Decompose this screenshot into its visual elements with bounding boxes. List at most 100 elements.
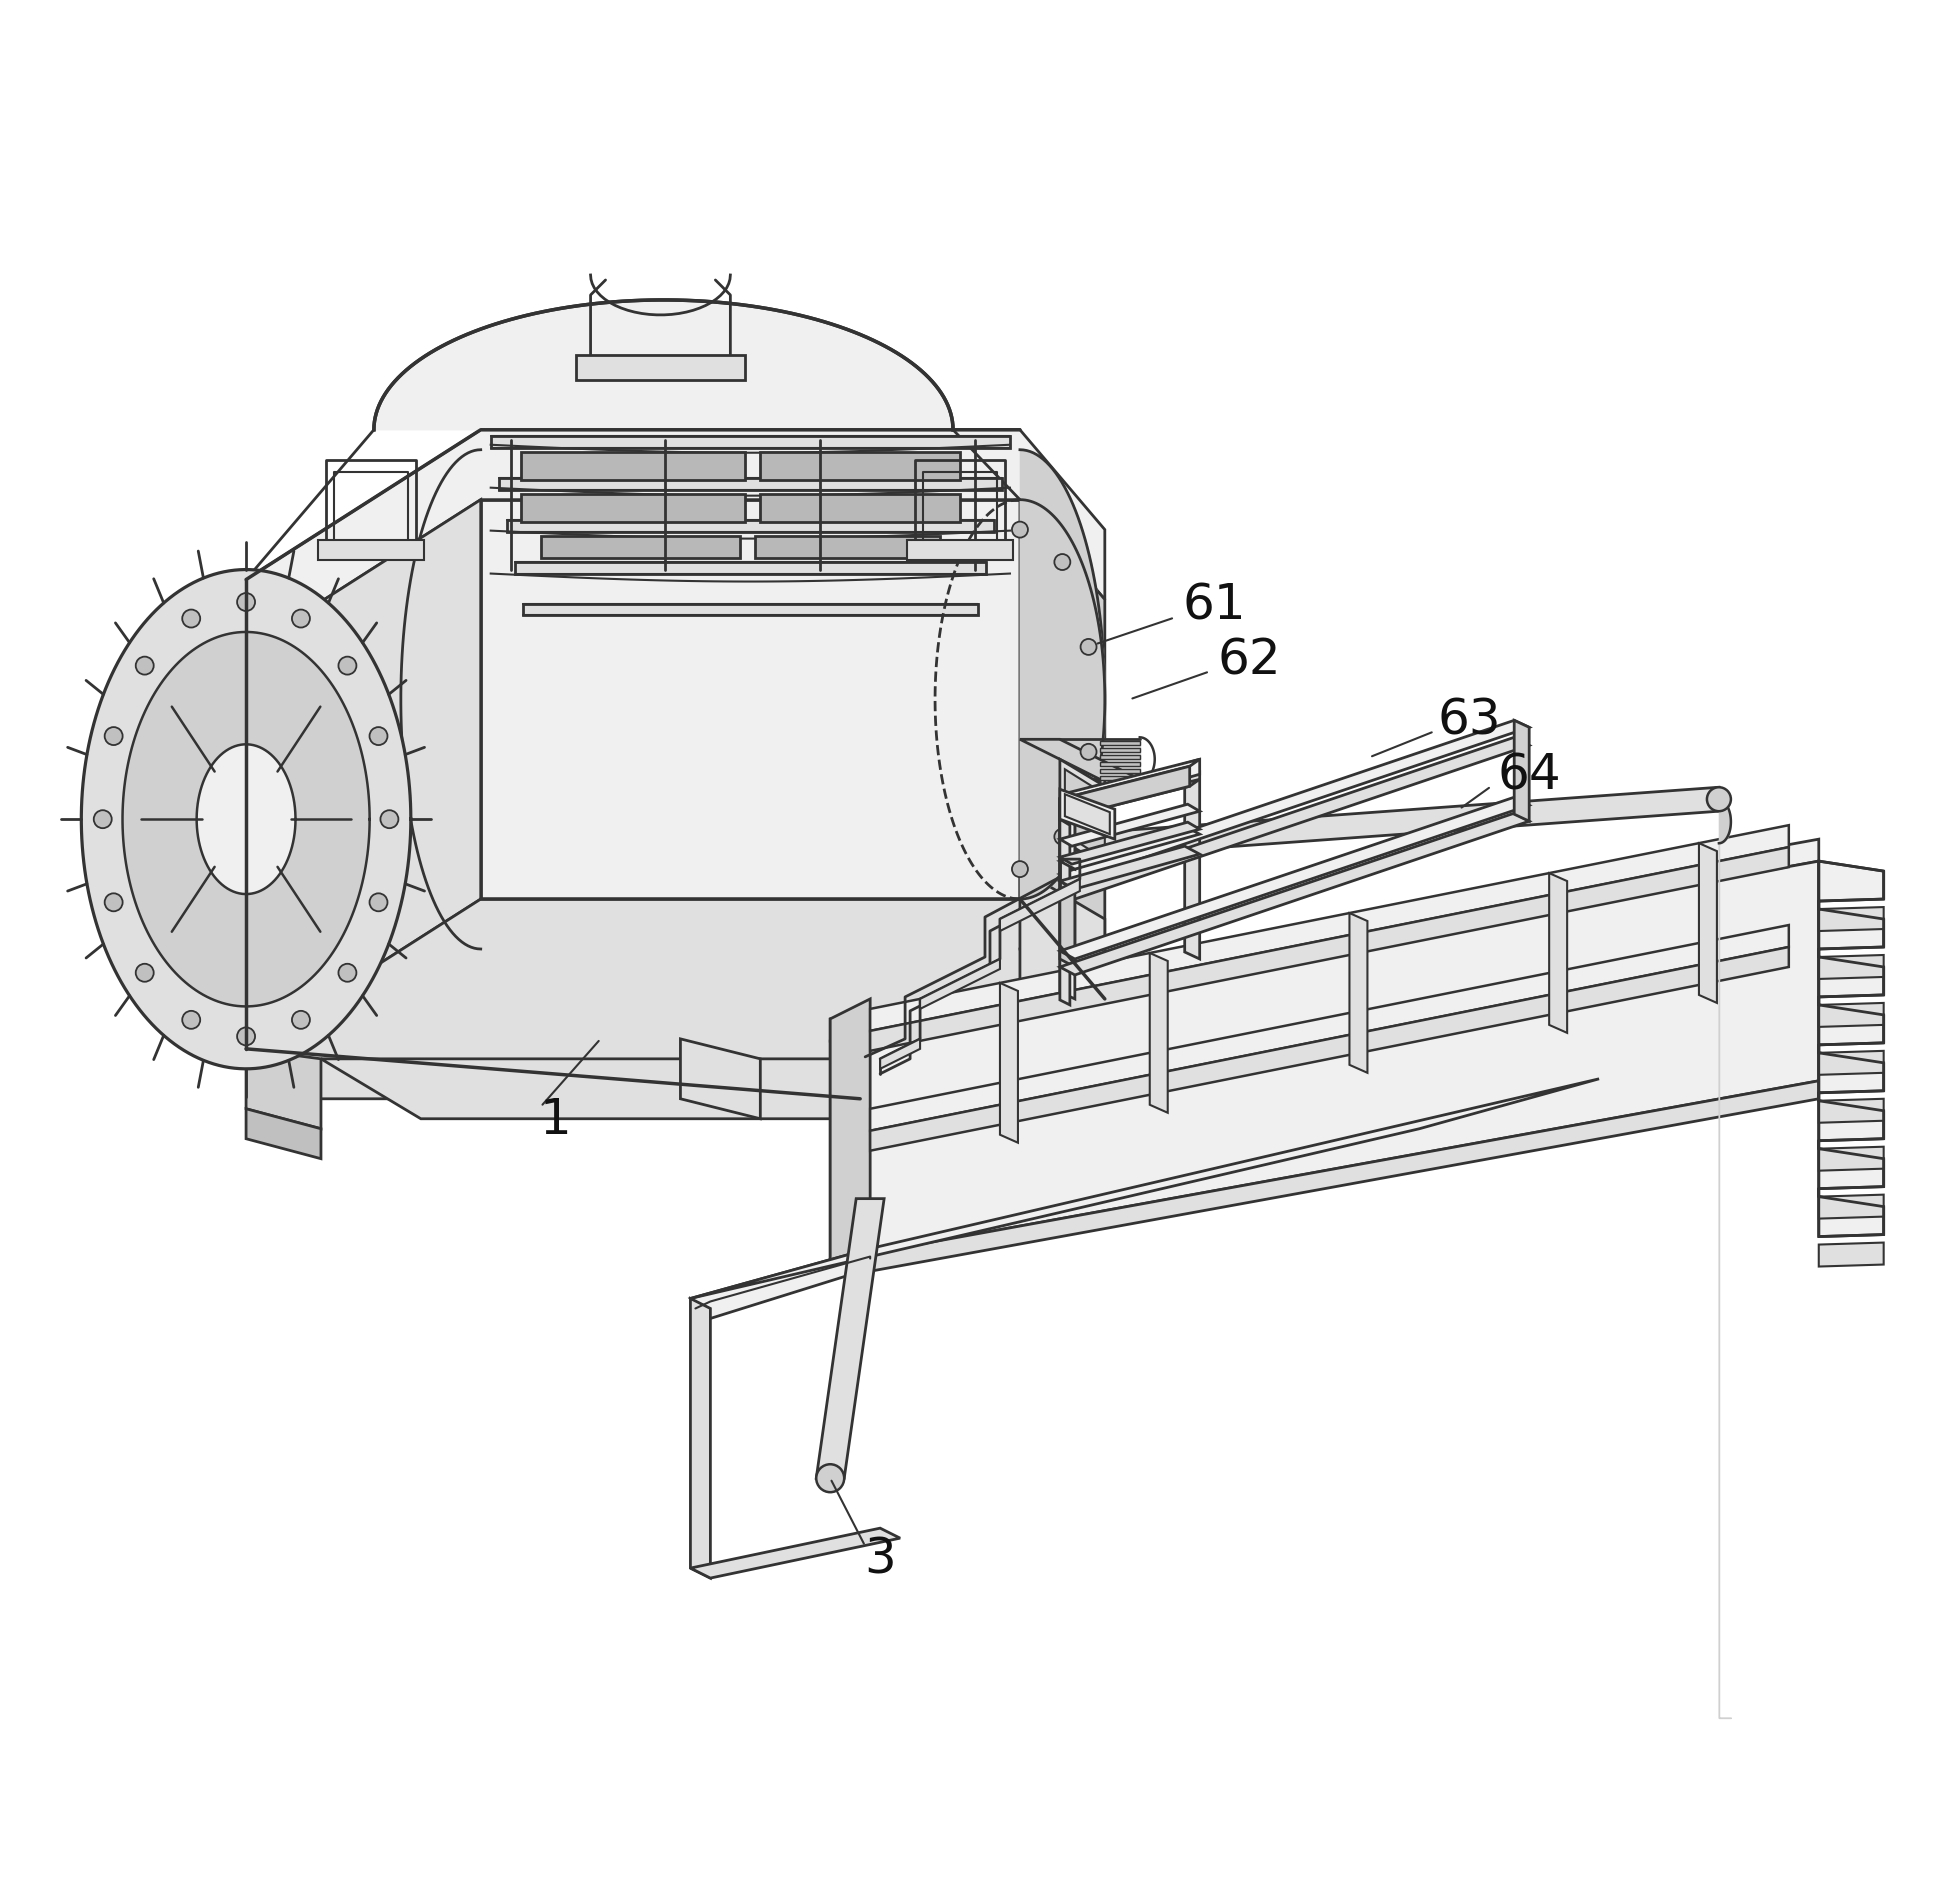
Polygon shape [246, 1050, 321, 1129]
Polygon shape [860, 1059, 960, 1179]
Polygon shape [1185, 765, 1198, 960]
Polygon shape [999, 983, 1017, 1143]
Polygon shape [1060, 790, 1114, 839]
Circle shape [106, 894, 123, 911]
Polygon shape [1099, 788, 1718, 856]
Polygon shape [815, 1200, 884, 1479]
Polygon shape [1818, 1053, 1883, 1093]
Polygon shape [1060, 805, 1198, 847]
Circle shape [237, 1029, 254, 1046]
Text: 61: 61 [1183, 581, 1245, 628]
Polygon shape [1060, 738, 1529, 900]
Polygon shape [246, 1108, 321, 1160]
Polygon shape [690, 1298, 710, 1579]
Polygon shape [870, 947, 1789, 1150]
Circle shape [338, 964, 356, 983]
Polygon shape [1060, 759, 1198, 799]
Circle shape [237, 594, 254, 611]
Polygon shape [880, 1040, 919, 1069]
Polygon shape [522, 604, 978, 617]
Polygon shape [870, 926, 1789, 1131]
Circle shape [1707, 788, 1730, 812]
Polygon shape [373, 300, 952, 431]
Polygon shape [1818, 862, 1883, 902]
Polygon shape [1060, 721, 1529, 883]
Polygon shape [870, 826, 1789, 1031]
Polygon shape [1060, 799, 1075, 869]
Polygon shape [82, 569, 411, 1069]
Polygon shape [1699, 845, 1716, 1004]
Polygon shape [246, 501, 481, 1050]
Circle shape [1079, 640, 1097, 655]
Circle shape [135, 657, 154, 676]
Polygon shape [919, 960, 999, 1010]
Polygon shape [1818, 1006, 1883, 1046]
Polygon shape [321, 1059, 960, 1120]
Polygon shape [575, 355, 745, 381]
Polygon shape [690, 1528, 899, 1579]
Polygon shape [680, 1040, 760, 1120]
Polygon shape [1060, 822, 1198, 865]
Polygon shape [1818, 957, 1883, 998]
Polygon shape [999, 879, 1079, 932]
Polygon shape [1548, 873, 1566, 1033]
Polygon shape [1019, 740, 1140, 780]
Polygon shape [1060, 814, 1529, 976]
Circle shape [135, 964, 154, 983]
Polygon shape [1818, 909, 1883, 949]
Text: 1: 1 [540, 1095, 571, 1143]
Circle shape [379, 810, 399, 829]
Polygon shape [870, 848, 1789, 1051]
Polygon shape [760, 452, 960, 480]
Polygon shape [1513, 721, 1529, 822]
Polygon shape [1818, 1099, 1883, 1124]
Polygon shape [1818, 1148, 1883, 1188]
Polygon shape [246, 431, 1105, 651]
Polygon shape [520, 452, 745, 480]
Polygon shape [1818, 907, 1883, 932]
Polygon shape [1099, 755, 1140, 759]
Circle shape [94, 810, 111, 829]
Circle shape [182, 611, 199, 628]
Polygon shape [1060, 828, 1198, 869]
Polygon shape [319, 541, 424, 560]
Polygon shape [1060, 780, 1198, 820]
Polygon shape [1818, 1101, 1883, 1141]
Polygon shape [690, 1249, 870, 1319]
Polygon shape [1818, 1243, 1883, 1266]
Circle shape [106, 727, 123, 746]
Polygon shape [1060, 820, 1069, 888]
Polygon shape [860, 1120, 960, 1200]
Text: 63: 63 [1437, 697, 1499, 744]
Circle shape [1079, 744, 1097, 761]
Circle shape [182, 1012, 199, 1029]
Polygon shape [1818, 955, 1883, 979]
Polygon shape [540, 537, 741, 558]
Polygon shape [829, 839, 1818, 1042]
Circle shape [1054, 829, 1069, 845]
Polygon shape [829, 1000, 870, 1279]
Polygon shape [1064, 771, 1105, 860]
Polygon shape [1099, 771, 1140, 774]
Polygon shape [1818, 1198, 1883, 1237]
Polygon shape [1099, 750, 1140, 754]
Circle shape [1011, 862, 1028, 877]
Polygon shape [1060, 799, 1075, 1000]
Polygon shape [829, 1082, 1818, 1279]
Polygon shape [1150, 953, 1167, 1112]
Polygon shape [1818, 1146, 1883, 1171]
Polygon shape [829, 862, 1818, 1260]
Polygon shape [246, 900, 1105, 1099]
Polygon shape [907, 541, 1013, 560]
Circle shape [338, 657, 356, 676]
Text: 3: 3 [864, 1534, 895, 1583]
Polygon shape [1019, 869, 1105, 1099]
Polygon shape [520, 493, 745, 522]
Polygon shape [506, 520, 993, 531]
Circle shape [815, 1465, 845, 1492]
Polygon shape [123, 632, 369, 1006]
Polygon shape [1060, 759, 1198, 814]
Polygon shape [690, 1080, 1599, 1298]
Circle shape [1054, 554, 1069, 571]
Polygon shape [1060, 875, 1075, 968]
